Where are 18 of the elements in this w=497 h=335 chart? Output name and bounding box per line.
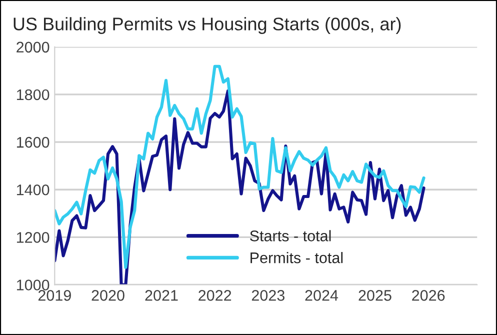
line-series <box>54 64 426 269</box>
legend-label: Permits - total <box>250 252 343 264</box>
y-tick-label: 1000 <box>16 280 50 290</box>
x-tick-label: 2021 <box>145 290 178 301</box>
y-tick-label: 1400 <box>16 184 50 196</box>
y-tick-label: 1200 <box>16 232 50 243</box>
y-tick-label: 2000 <box>16 42 50 53</box>
chart-title: US Building Permits vs Housing Starts (000s, ar) <box>14 17 401 34</box>
legend-label: Starts - total <box>250 230 331 242</box>
y-tick-label: 1800 <box>16 89 50 100</box>
x-tick-label: 2023 <box>252 290 284 301</box>
y-tick-label: 1600 <box>16 136 50 148</box>
x-tick-label: 2022 <box>198 290 232 301</box>
x-tick-label: 2024 <box>305 290 338 301</box>
x-tick-label: 2026 <box>412 290 445 301</box>
x-tick-label: 2020 <box>92 290 124 301</box>
x-tick-label: 2025 <box>358 290 392 301</box>
x-tick-label: 2019 <box>38 290 71 301</box>
